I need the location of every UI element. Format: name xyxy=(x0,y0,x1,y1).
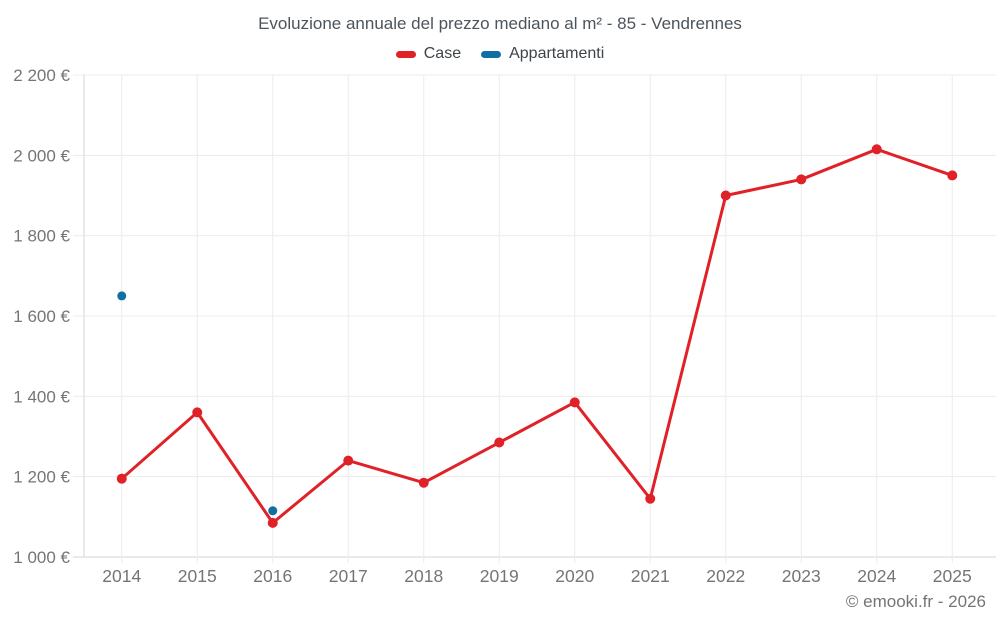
case-point-2023[interactable] xyxy=(796,174,807,185)
x-tick-label: 2021 xyxy=(631,566,670,586)
x-tick-label: 2023 xyxy=(782,566,821,586)
y-tick-label: 1 200 € xyxy=(13,468,70,487)
case-legend-marker xyxy=(395,50,416,58)
y-tick-label: 1 800 € xyxy=(13,227,70,246)
case-point-2017[interactable] xyxy=(343,455,354,466)
y-tick-label: 1 400 € xyxy=(13,387,70,406)
x-tick-label: 2017 xyxy=(329,566,368,586)
case-point-2025[interactable] xyxy=(947,170,958,181)
case-point-2022[interactable] xyxy=(720,190,731,201)
y-tick-label: 2 000 € xyxy=(13,146,70,165)
x-tick-label: 2014 xyxy=(102,566,141,586)
case-point-2018[interactable] xyxy=(418,477,429,488)
x-tick-label: 2019 xyxy=(480,566,519,586)
x-tick-label: 2024 xyxy=(857,566,896,586)
case-point-2016[interactable] xyxy=(267,517,278,528)
appartamenti-point-2014[interactable] xyxy=(117,291,127,301)
case-point-2015[interactable] xyxy=(192,407,203,418)
x-tick-label: 2015 xyxy=(178,566,217,586)
x-tick-label: 2018 xyxy=(404,566,443,586)
x-tick-label: 2020 xyxy=(555,566,594,586)
case-legend-label: Case xyxy=(423,45,462,62)
legend-item-case[interactable]: Case xyxy=(395,45,462,63)
appartamenti-point-2016[interactable] xyxy=(268,506,278,516)
appartamenti-legend-marker xyxy=(481,50,502,58)
x-tick-label: 2022 xyxy=(706,566,745,586)
case-point-2014[interactable] xyxy=(116,473,127,484)
appartamenti-legend-label: Appartamenti xyxy=(509,45,605,62)
case-point-2021[interactable] xyxy=(645,493,656,504)
y-tick-label: 1 000 € xyxy=(13,548,70,567)
x-tick-label: 2016 xyxy=(253,566,292,586)
x-tick-label: 2025 xyxy=(933,566,972,586)
copyright-text: © emooki.fr - 2026 xyxy=(845,592,986,611)
case-point-2024[interactable] xyxy=(871,144,882,155)
case-line xyxy=(120,147,954,525)
y-tick-label: 2 200 € xyxy=(13,66,70,85)
chart-title: Evoluzione annuale del prezzo mediano al… xyxy=(258,14,742,33)
y-tick-label: 1 600 € xyxy=(13,307,70,326)
case-point-2019[interactable] xyxy=(494,437,505,448)
case-point-2020[interactable] xyxy=(569,397,580,408)
chart-legend: Case Appartamenti xyxy=(0,45,1000,63)
legend-item-appartamenti[interactable]: Appartamenti xyxy=(481,45,604,63)
